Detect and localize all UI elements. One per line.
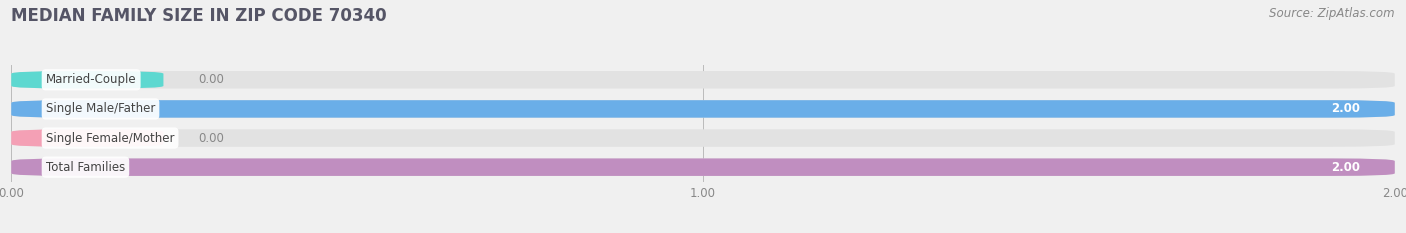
FancyBboxPatch shape [11,129,163,147]
FancyBboxPatch shape [11,100,1395,118]
Text: Total Families: Total Families [46,161,125,174]
Text: 2.00: 2.00 [1331,103,1360,115]
Text: MEDIAN FAMILY SIZE IN ZIP CODE 70340: MEDIAN FAMILY SIZE IN ZIP CODE 70340 [11,7,387,25]
FancyBboxPatch shape [11,71,163,89]
FancyBboxPatch shape [11,158,1395,176]
Text: Source: ZipAtlas.com: Source: ZipAtlas.com [1270,7,1395,20]
FancyBboxPatch shape [11,129,1395,147]
Text: 0.00: 0.00 [198,73,224,86]
Text: Married-Couple: Married-Couple [46,73,136,86]
Text: 0.00: 0.00 [198,132,224,144]
Text: Single Male/Father: Single Male/Father [46,103,155,115]
Text: Single Female/Mother: Single Female/Mother [46,132,174,144]
Text: 2.00: 2.00 [1331,161,1360,174]
FancyBboxPatch shape [11,100,1395,118]
FancyBboxPatch shape [11,158,1395,176]
FancyBboxPatch shape [11,71,1395,89]
